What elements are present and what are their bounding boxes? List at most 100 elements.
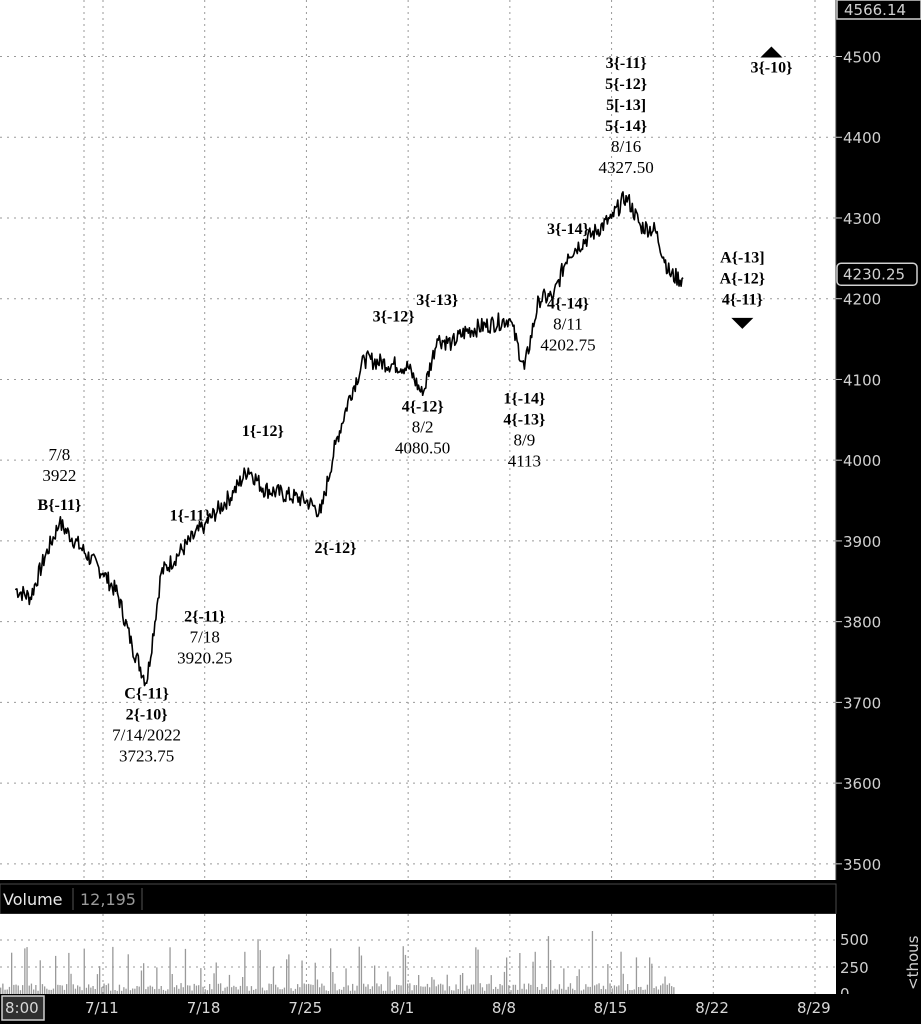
volume-bar xyxy=(613,985,616,994)
wave-label: 4{-14} 8/11 4202.75 xyxy=(540,295,595,354)
volume-bar xyxy=(411,990,413,994)
volume-bar xyxy=(228,974,231,994)
volume-bar xyxy=(600,989,602,994)
volume-bar xyxy=(204,989,206,994)
volume-bar xyxy=(305,984,308,994)
volume-bar xyxy=(145,989,147,994)
volume-bar xyxy=(162,989,165,994)
volume-bar xyxy=(486,984,488,994)
volume-bar xyxy=(409,983,411,994)
wave-label: 3{-13} xyxy=(416,292,458,309)
volume-bar xyxy=(303,983,305,994)
price-point xyxy=(145,682,148,685)
price-point xyxy=(160,572,162,575)
top-price-badge: 4566.14 xyxy=(836,0,921,20)
volume-bar xyxy=(105,985,107,994)
wave-label: 3{-10} xyxy=(750,60,792,77)
wave-label-line: 8/16 xyxy=(611,137,641,156)
price-point xyxy=(523,368,526,370)
volume-bar xyxy=(468,988,470,994)
wave-label-line: 4080.50 xyxy=(395,439,450,458)
volume-bar xyxy=(611,988,613,994)
price-point xyxy=(421,394,424,396)
volume-bar xyxy=(35,985,37,994)
volume-bar xyxy=(455,984,457,994)
volume-bar xyxy=(138,986,140,994)
wave-label-line: 5{-12} xyxy=(605,76,647,93)
volume-bar xyxy=(561,988,563,994)
wave-label-line: 3922 xyxy=(42,466,76,485)
price-point xyxy=(538,297,540,300)
plot-area xyxy=(0,0,836,880)
volume-bar xyxy=(184,948,187,994)
wave-annotations: 7/8 3922 B{-11} 1{-11} 2{-11} 7/18 3920.25 C{-1… xyxy=(38,46,792,765)
volume-bar xyxy=(290,988,292,994)
volume-bar xyxy=(299,987,301,994)
volume-bar xyxy=(385,990,387,994)
price-point xyxy=(610,217,613,219)
wave-label-line: 2{-12} xyxy=(315,540,357,557)
volume-bar xyxy=(151,986,154,994)
volume-bar xyxy=(574,990,576,994)
wave-label-line: 2{-11} xyxy=(184,609,225,626)
volume-bar xyxy=(459,974,462,994)
volume-bar xyxy=(587,986,589,994)
volume-bar xyxy=(19,990,22,994)
volume-bar xyxy=(404,954,407,994)
volume-bar xyxy=(633,989,635,994)
wave-label-line: 1{-11} xyxy=(170,508,211,525)
volume-bar xyxy=(345,968,347,994)
volume-bar xyxy=(323,985,325,994)
vertical-grid xyxy=(83,0,816,880)
date-tick-label: 8:00 xyxy=(5,999,39,1017)
volume-bar xyxy=(193,983,195,994)
volume-bar xyxy=(250,986,253,994)
volume-bar xyxy=(48,989,50,994)
volume-bar xyxy=(554,988,556,994)
volume-bar xyxy=(257,939,259,994)
volume-bar xyxy=(435,986,437,994)
volume-bar xyxy=(492,989,495,994)
volume-bar xyxy=(288,954,290,994)
price-point xyxy=(509,318,511,320)
volume-bar xyxy=(136,986,138,994)
volume-bar xyxy=(8,986,11,994)
volume-bar xyxy=(239,985,242,994)
price-point xyxy=(407,366,409,369)
volume-bar xyxy=(563,968,565,994)
volume-bar xyxy=(453,990,455,994)
volume-bar xyxy=(338,989,341,994)
volume-bar xyxy=(418,975,420,994)
volume-bar xyxy=(63,989,66,994)
volume-bar xyxy=(558,984,561,994)
volume-bar xyxy=(33,989,35,994)
volume-bar xyxy=(226,986,228,994)
volume-bar xyxy=(499,984,501,994)
volume-bar xyxy=(367,984,369,994)
volume-bar xyxy=(310,984,312,994)
volume-bar xyxy=(466,985,468,994)
volume-bar xyxy=(255,988,257,994)
volume-bar xyxy=(631,990,633,994)
price-point xyxy=(436,338,439,340)
volume-tick: 250 xyxy=(840,959,869,977)
volume-bar xyxy=(39,960,41,994)
price-point xyxy=(102,572,104,575)
price-point xyxy=(305,499,308,502)
volume-bar xyxy=(497,988,499,994)
volume-bar xyxy=(167,989,169,994)
volume-bar xyxy=(572,988,574,994)
wave-label-line: 3{-14} xyxy=(547,221,589,238)
volume-bar xyxy=(413,985,415,994)
price-point xyxy=(450,342,453,344)
wave-label-line: 4113 xyxy=(508,452,541,471)
volume-bar xyxy=(101,987,103,994)
volume-bar xyxy=(52,988,55,994)
volume-bar xyxy=(13,984,15,994)
wave-label-line: 2{-10} xyxy=(126,706,168,723)
price-tick-label: 3600 xyxy=(843,775,881,793)
volume-bar xyxy=(121,990,123,994)
price-tick-label: 3700 xyxy=(843,694,881,712)
wave-label-line: 4{-11} xyxy=(722,291,763,308)
volume-bar xyxy=(602,985,605,994)
